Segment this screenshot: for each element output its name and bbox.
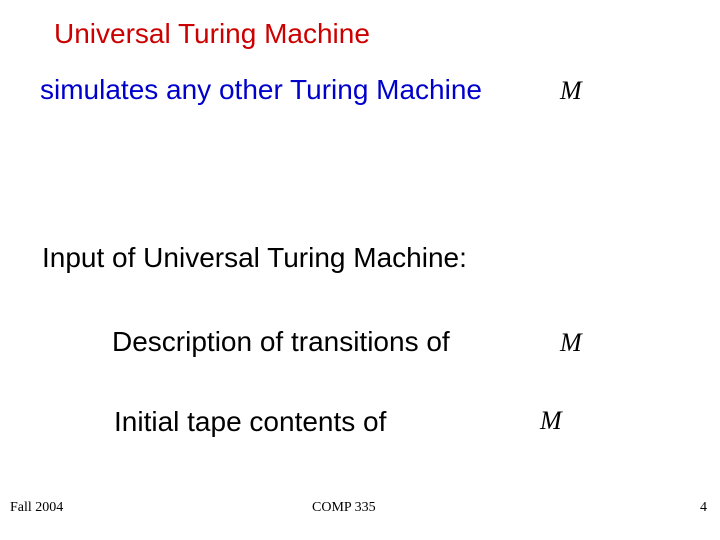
footer-left: Fall 2004 [10,500,63,516]
section-heading: Input of Universal Turing Machine: [42,242,467,274]
symbol-m-1: M [560,76,582,106]
bullet-item-2: Initial tape contents of [114,406,386,438]
slide-title: Universal Turing Machine [54,18,370,50]
footer-center: COMP 335 [312,500,376,516]
bullet-item-1: Description of transitions of [112,326,450,358]
slide-subtitle: simulates any other Turing Machine [40,74,482,106]
slide: Universal Turing Machine simulates any o… [0,0,720,540]
symbol-m-3: M [540,406,562,436]
footer-page-number: 4 [700,500,707,516]
symbol-m-2: M [560,328,582,358]
